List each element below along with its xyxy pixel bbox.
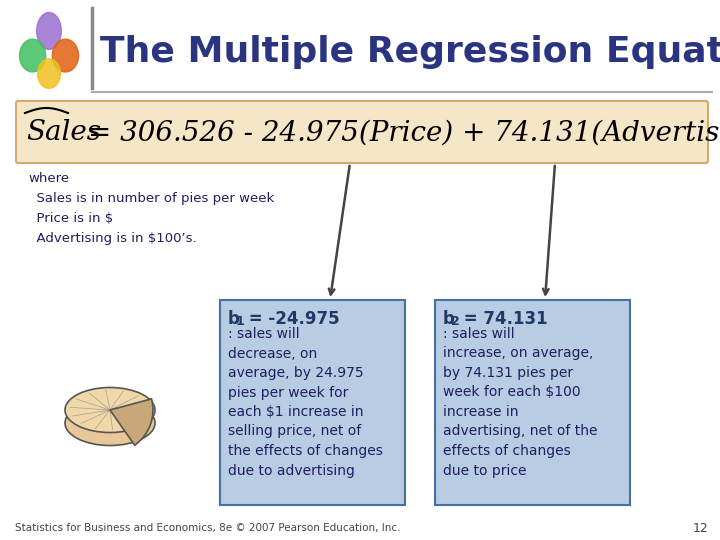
Text: The Multiple Regression Equation: The Multiple Regression Equation: [100, 35, 720, 69]
Ellipse shape: [53, 39, 78, 72]
Text: 1: 1: [236, 315, 245, 328]
Text: = -24.975: = -24.975: [243, 310, 340, 328]
Text: Sales: Sales: [26, 119, 101, 146]
FancyBboxPatch shape: [16, 101, 708, 163]
Text: : sales will
decrease, on
average, by 24.975
pies per week for
each $1 increase : : sales will decrease, on average, by 24…: [228, 327, 383, 477]
Wedge shape: [110, 399, 153, 445]
Ellipse shape: [19, 39, 46, 72]
Text: 2: 2: [451, 315, 460, 328]
Text: = 74.131: = 74.131: [458, 310, 548, 328]
Text: 12: 12: [692, 522, 708, 535]
Ellipse shape: [37, 59, 60, 89]
FancyBboxPatch shape: [435, 300, 630, 505]
Text: Statistics for Business and Economics, 8e © 2007 Pearson Education, Inc.: Statistics for Business and Economics, 8…: [15, 523, 400, 533]
Text: b: b: [228, 310, 240, 328]
Text: : sales will
increase, on average,
by 74.131 pies per
week for each $100
increas: : sales will increase, on average, by 74…: [443, 327, 598, 477]
FancyBboxPatch shape: [220, 300, 405, 505]
Text: where
  Sales is in number of pies per week
  Price is in $
  Advertising is in : where Sales is in number of pies per wee…: [28, 172, 274, 245]
Ellipse shape: [37, 12, 61, 49]
Ellipse shape: [65, 401, 155, 446]
Text: b: b: [443, 310, 455, 328]
Ellipse shape: [65, 388, 155, 433]
Text: = 306.526 - 24.975(Price) + 74.131(Advertising): = 306.526 - 24.975(Price) + 74.131(Adver…: [88, 119, 720, 147]
